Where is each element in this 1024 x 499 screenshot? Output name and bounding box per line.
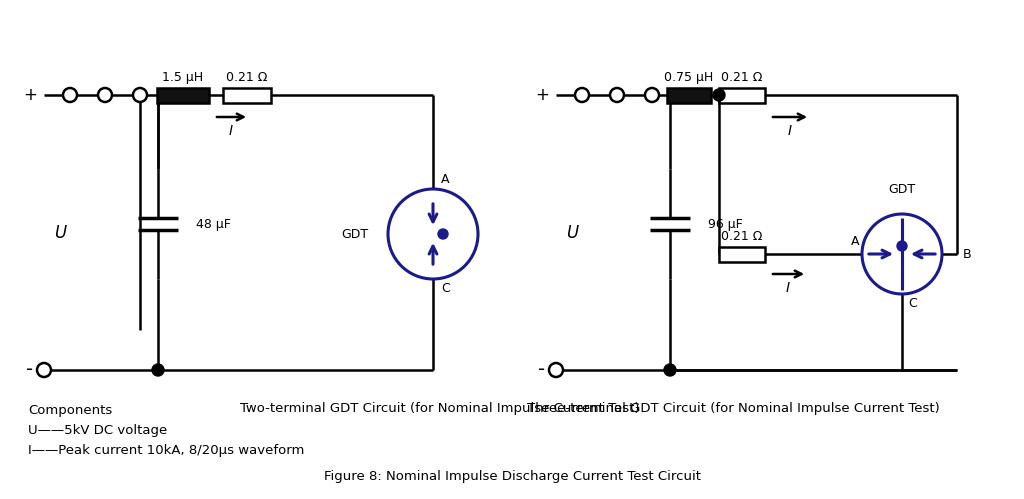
Text: C: C	[908, 297, 916, 310]
Text: U: U	[566, 224, 579, 242]
Text: Three-terminal GDT Circuit (for Nominal Impulse Current Test): Three-terminal GDT Circuit (for Nominal …	[527, 402, 940, 415]
Text: A: A	[851, 235, 859, 248]
Text: C: C	[441, 282, 450, 295]
Text: A: A	[441, 173, 450, 186]
Circle shape	[549, 363, 563, 377]
Text: B: B	[963, 248, 972, 260]
Circle shape	[37, 363, 51, 377]
Circle shape	[664, 364, 676, 376]
Text: 0.21 Ω: 0.21 Ω	[226, 70, 267, 83]
Circle shape	[63, 88, 77, 102]
Text: -: -	[539, 360, 546, 380]
Bar	[157, 87, 209, 102]
Text: Components
U——5kV DC voltage
I——Peak current 10kA, 8/20μs waveform: Components U——5kV DC voltage I——Peak cur…	[28, 404, 304, 457]
Text: 1.5 μH: 1.5 μH	[163, 70, 204, 83]
Circle shape	[610, 88, 624, 102]
Text: U: U	[54, 224, 67, 242]
Text: +: +	[536, 86, 549, 104]
Text: I: I	[229, 124, 233, 138]
Bar	[719, 247, 765, 261]
Text: 48 μF: 48 μF	[196, 218, 230, 231]
Text: I: I	[787, 124, 792, 138]
Text: 96 μF: 96 μF	[708, 218, 742, 231]
Circle shape	[98, 88, 112, 102]
Text: GDT: GDT	[889, 183, 915, 196]
Text: Figure 8: Nominal Impulse Discharge Current Test Circuit: Figure 8: Nominal Impulse Discharge Curr…	[324, 470, 700, 483]
Bar	[719, 87, 765, 102]
Bar	[667, 87, 711, 102]
Text: +: +	[24, 86, 37, 104]
Circle shape	[438, 229, 449, 239]
Text: GDT: GDT	[341, 228, 368, 241]
Circle shape	[152, 364, 164, 376]
Text: 0.21 Ω: 0.21 Ω	[721, 230, 763, 243]
Text: 0.21 Ω: 0.21 Ω	[721, 70, 763, 83]
Circle shape	[575, 88, 589, 102]
Circle shape	[645, 88, 659, 102]
Text: I: I	[786, 281, 791, 295]
Circle shape	[897, 241, 907, 251]
Text: -: -	[27, 360, 34, 380]
Bar	[223, 87, 271, 102]
Text: Two-terminal GDT Circuit (for Nominal Impulse Current Test): Two-terminal GDT Circuit (for Nominal Im…	[240, 402, 640, 415]
Circle shape	[133, 88, 147, 102]
Circle shape	[713, 89, 725, 101]
Text: 0.75 μH: 0.75 μH	[665, 70, 714, 83]
